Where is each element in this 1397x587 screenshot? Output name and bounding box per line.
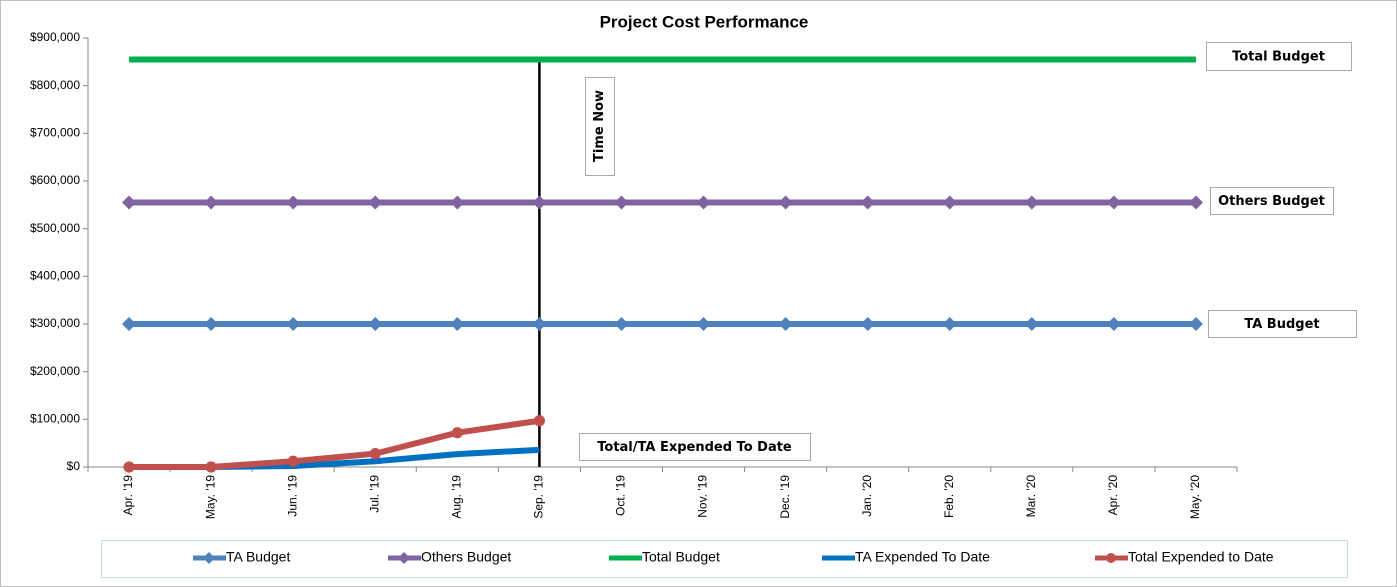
marker [1188, 317, 1203, 331]
annotation-box [579, 433, 811, 461]
y-tick-label: $200,000 [30, 364, 80, 378]
series [122, 317, 1203, 331]
marker [368, 317, 383, 331]
annotation-box [585, 77, 615, 176]
annotation-box [1206, 42, 1352, 71]
marker [451, 427, 463, 439]
marker [122, 317, 137, 331]
annotation: TA Budget [1244, 317, 1319, 332]
chart-title: Project Cost Performance [600, 12, 809, 31]
marker [860, 195, 875, 210]
legend-box [101, 540, 1348, 578]
legend-marker [203, 552, 215, 564]
marker [450, 317, 465, 331]
legend-label: TA Budget [226, 549, 290, 565]
series [123, 415, 545, 473]
annotation: Time Now [592, 90, 607, 162]
x-tick-label: Mar. '20 [1024, 475, 1038, 518]
y-tick-label: $100,000 [30, 412, 80, 426]
legend-label: Total Budget [642, 549, 720, 565]
marker [204, 195, 219, 210]
marker [205, 461, 217, 473]
series-line [129, 417, 540, 470]
x-tick-label: Jun. '19 [285, 475, 299, 517]
legend-label: Total Expended to Date [1128, 549, 1274, 565]
marker [286, 317, 301, 331]
y-tick-label: $500,000 [30, 221, 80, 235]
marker [614, 317, 629, 331]
x-tick-label: May. '19 [203, 475, 217, 519]
x-tick-label: Dec. '19 [778, 475, 792, 519]
legend-marker [1106, 553, 1116, 563]
marker [942, 195, 957, 210]
series [122, 195, 1203, 210]
annotation: Others Budget [1218, 194, 1325, 209]
marker [778, 317, 793, 331]
x-tick-label: Apr. '19 [121, 475, 135, 516]
marker [369, 448, 381, 460]
legend-label: TA Expended To Date [855, 549, 990, 565]
marker [696, 317, 711, 331]
marker [1188, 195, 1203, 210]
marker [532, 195, 547, 210]
y-tick-label: $900,000 [30, 30, 80, 44]
x-tick-label: Feb. '20 [942, 475, 956, 518]
annotation-box [1210, 187, 1334, 215]
marker [860, 317, 875, 331]
marker [450, 195, 465, 210]
y-tick-label: $600,000 [30, 173, 80, 187]
marker [287, 455, 299, 467]
marker [123, 461, 135, 473]
annotation: Total/TA Expended To Date [597, 440, 792, 455]
marker [533, 415, 545, 427]
marker [1024, 195, 1039, 210]
legend-marker [398, 552, 410, 564]
marker [614, 195, 629, 210]
marker [532, 317, 547, 331]
marker [696, 195, 711, 210]
annotation: Total Budget [1232, 50, 1325, 65]
marker [122, 195, 137, 210]
marker [286, 195, 301, 210]
marker [1106, 317, 1121, 331]
x-tick-label: Oct. '19 [614, 475, 628, 516]
marker [204, 317, 219, 331]
y-tick-label: $300,000 [30, 316, 80, 330]
legend-label: Others Budget [421, 549, 511, 565]
marker [368, 195, 383, 210]
x-tick-label: May. '20 [1188, 475, 1202, 519]
x-tick-label: Nov. '19 [696, 475, 710, 518]
y-tick-label: $700,000 [30, 126, 80, 140]
x-tick-label: Aug. '19 [449, 475, 463, 519]
marker [1024, 317, 1039, 331]
marker [778, 195, 793, 210]
annotation-box [1208, 310, 1357, 338]
y-tick-label: $800,000 [30, 78, 80, 92]
y-tick-label: $0 [67, 459, 81, 473]
x-tick-label: Sep. '19 [532, 475, 546, 519]
y-tick-label: $400,000 [30, 269, 80, 283]
marker [942, 317, 957, 331]
x-tick-label: Jul. '19 [367, 475, 381, 513]
marker [1106, 195, 1121, 210]
x-tick-label: Jan. '20 [860, 475, 874, 517]
x-tick-label: Apr. '20 [1106, 475, 1120, 516]
